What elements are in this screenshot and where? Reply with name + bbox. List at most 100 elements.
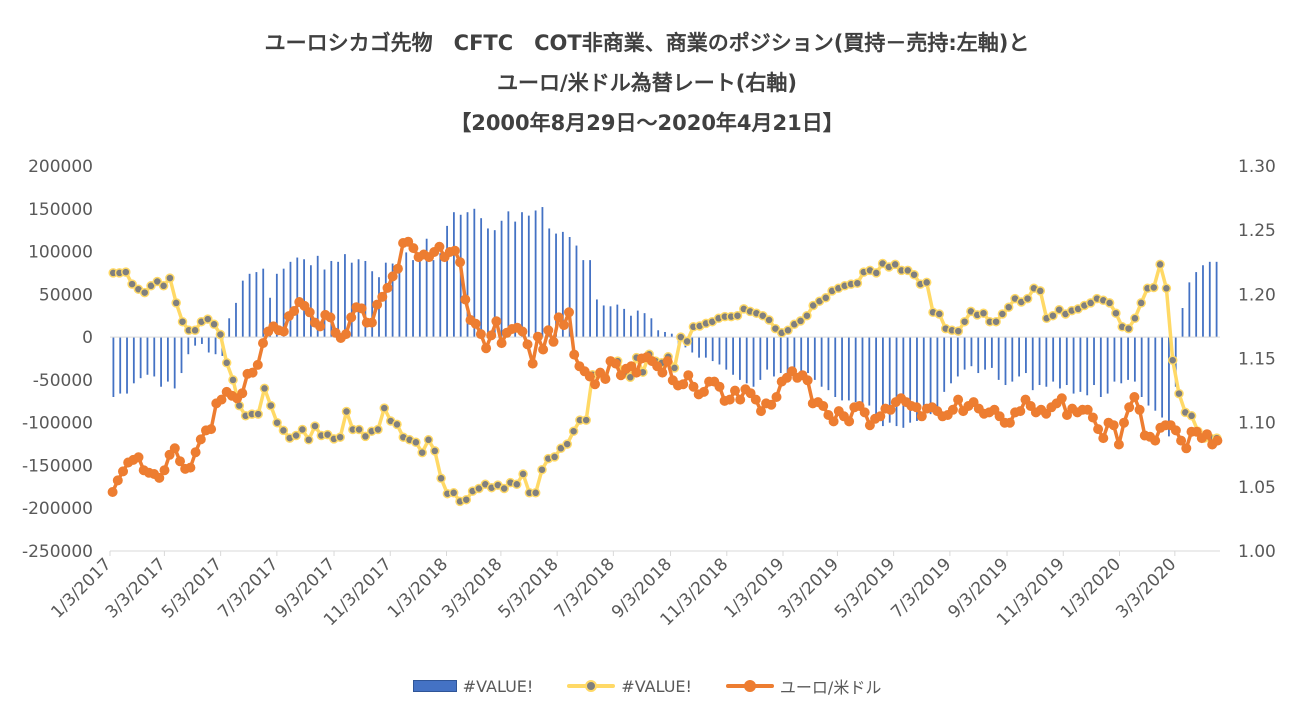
- bar: [929, 337, 932, 415]
- bar: [391, 263, 394, 338]
- eurusd-series-point: [584, 371, 595, 382]
- eurusd-series-point: [1113, 439, 1124, 450]
- eurusd-series-point: [548, 336, 559, 347]
- bar: [725, 337, 728, 370]
- bar: [330, 260, 333, 338]
- eurusd-series-point: [1020, 394, 1031, 405]
- position-series-point: [259, 383, 270, 394]
- bar: [126, 337, 128, 394]
- position-series-point: [354, 424, 364, 435]
- position-series-point: [1186, 411, 1197, 421]
- position-series-point: [310, 421, 320, 431]
- eurusd-series-point: [107, 487, 118, 497]
- position-series-point: [228, 375, 238, 385]
- position-series-point: [1161, 283, 1172, 294]
- bar: [275, 273, 278, 338]
- bar: [405, 252, 408, 338]
- x-tick-label: 7/3/2017: [214, 554, 282, 622]
- bar: [228, 318, 231, 338]
- position-series-point: [1123, 323, 1134, 334]
- bar: [568, 237, 571, 338]
- x-tick-label: 3/3/2018: [438, 554, 506, 622]
- position-series-point: [430, 446, 440, 456]
- eurusd-series-point: [1015, 406, 1026, 417]
- bar: [752, 337, 755, 387]
- position-series-point: [499, 483, 509, 494]
- legend-item-bars: #VALUE!: [412, 674, 534, 698]
- eurusd-series-point: [538, 344, 549, 355]
- position-series-point: [1003, 302, 1014, 312]
- bar: [834, 337, 837, 397]
- position-series-point: [953, 326, 964, 336]
- bar: [1018, 337, 1021, 377]
- eurusd-series-point: [683, 370, 694, 381]
- position-series-point: [795, 316, 806, 326]
- eurusd-series-point: [662, 356, 673, 367]
- position-series-point: [303, 435, 314, 445]
- eurusd-series-point: [730, 385, 740, 396]
- bar: [561, 231, 564, 338]
- eurusd-series-point: [631, 367, 642, 378]
- bar: [1147, 337, 1150, 406]
- eurusd-series-point: [994, 411, 1005, 422]
- y-right-tick-label: 1.30: [1238, 157, 1276, 177]
- position-series-point: [152, 276, 163, 287]
- eurusd-series-point: [408, 243, 419, 254]
- eurusd-series-point: [185, 462, 196, 473]
- bar: [153, 337, 156, 377]
- bar: [418, 256, 421, 338]
- eurusd-series-point: [346, 312, 357, 323]
- legend-label-bars: #VALUE!: [462, 676, 534, 696]
- bar: [841, 337, 843, 401]
- eurusd-series-point: [1108, 420, 1119, 431]
- bar: [847, 337, 850, 401]
- position-series-point: [562, 439, 572, 449]
- eurusd-series-point: [735, 394, 746, 405]
- bar: [596, 299, 598, 338]
- eurusd-series-point: [527, 358, 538, 369]
- y-left-tick-label: 0: [82, 328, 93, 348]
- position-series-point: [581, 415, 591, 425]
- bar: [139, 337, 142, 379]
- bar: [793, 337, 796, 370]
- bar: [1106, 337, 1109, 394]
- bar: [493, 230, 496, 338]
- bar: [1202, 265, 1204, 338]
- eurusd-series-point: [828, 416, 839, 427]
- eurusd-series-point: [455, 257, 466, 268]
- bar: [773, 337, 775, 377]
- position-series-point: [871, 268, 882, 278]
- bar: [861, 337, 864, 404]
- bar: [166, 337, 169, 382]
- eurusd-series-point: [875, 411, 886, 422]
- position-series-point: [808, 300, 818, 311]
- bar: [636, 310, 639, 338]
- eurusd-series-point: [1150, 435, 1161, 446]
- eurusd-series-point: [569, 349, 580, 360]
- bar: [357, 259, 360, 338]
- bar: [1004, 337, 1007, 386]
- bar: [514, 221, 517, 338]
- eurusd-series-point: [590, 379, 600, 390]
- position-series-point: [297, 424, 308, 435]
- bar: [875, 337, 878, 423]
- bar: [589, 260, 591, 338]
- bar: [1065, 337, 1068, 386]
- y-right-tick-label: 1.10: [1238, 414, 1276, 434]
- bar: [398, 261, 401, 338]
- eurusd-series-point: [916, 411, 927, 422]
- eurusd-series-point: [968, 397, 979, 408]
- y-left-tick-label: 100000: [28, 243, 93, 263]
- position-series-point: [272, 417, 282, 428]
- eurusd-series-point: [864, 420, 875, 431]
- position-series-point: [322, 429, 333, 440]
- eurusd-series-point: [1119, 417, 1129, 428]
- position-series-point: [512, 479, 522, 490]
- bar: [827, 337, 830, 391]
- position-series-line: [113, 261, 1217, 504]
- eurusd-series-point: [1025, 401, 1036, 411]
- eurusd-series-point: [237, 388, 248, 399]
- eurusd-series-point: [947, 404, 958, 415]
- position-series-point: [1111, 308, 1121, 318]
- position-series-point: [1174, 388, 1184, 399]
